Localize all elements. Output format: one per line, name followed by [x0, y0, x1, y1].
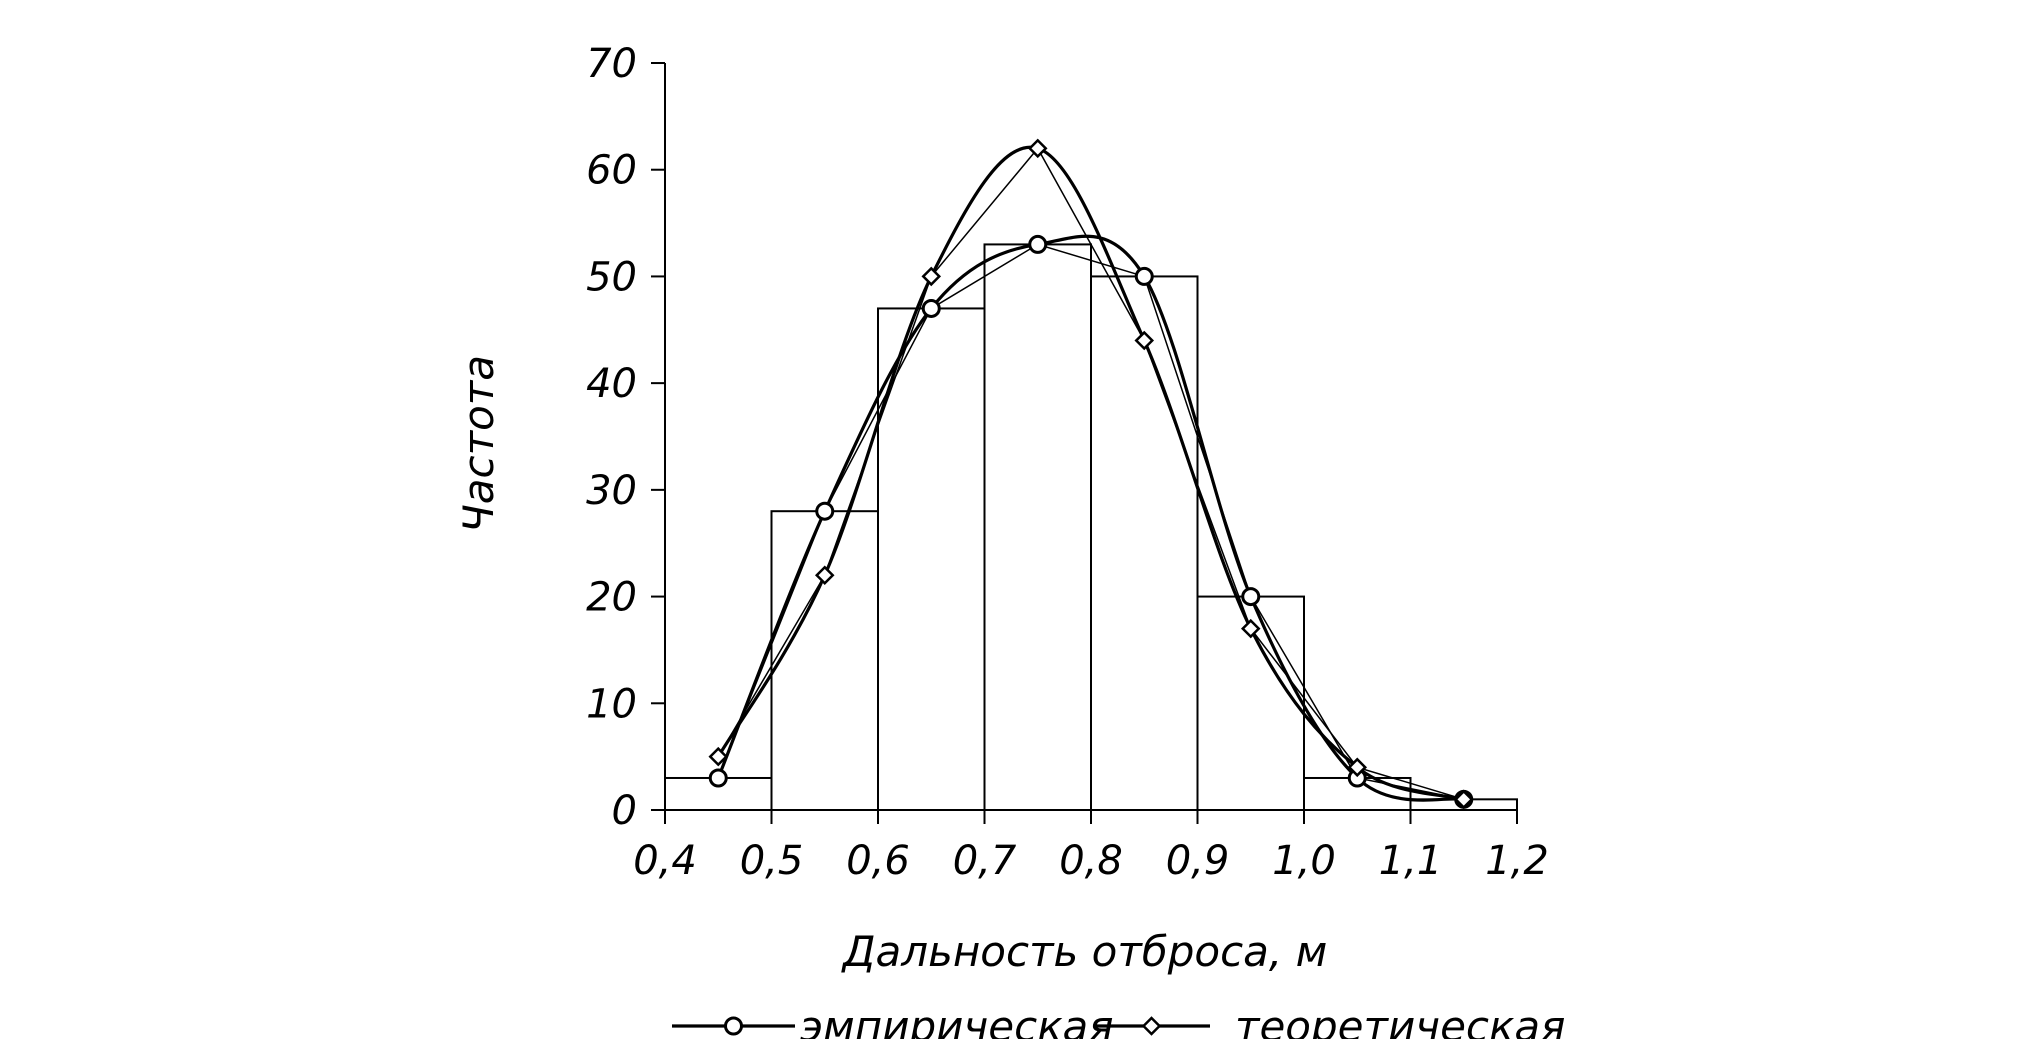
x-tick-label: 0,6 [846, 838, 910, 884]
data-point [814, 565, 835, 585]
data-point [1347, 757, 1368, 778]
x-axis-title: Дальность отброса, м [841, 927, 1328, 976]
series-2 [708, 138, 1474, 810]
legend: эмпирическая теоретическая [672, 1002, 1565, 1039]
data-point [1241, 587, 1261, 607]
data-point [921, 298, 941, 318]
axes [651, 62, 1518, 824]
x-tick-label: 1,0 [1272, 838, 1336, 884]
histogram-bars [664, 243, 1518, 812]
y-tick-label: 10 [586, 681, 637, 727]
histogram-bar [877, 307, 986, 811]
data-point [1453, 789, 1474, 810]
data-point [1134, 330, 1155, 351]
legend-label: эмпирическая [800, 1002, 1114, 1039]
x-tick-label: 1,2 [1485, 838, 1549, 884]
legend-label: теоретическая [1235, 1002, 1565, 1039]
x-tick-label: 1,1 [1379, 838, 1443, 884]
x-tick-label: 0,9 [1166, 838, 1230, 884]
histogram-bar [770, 510, 879, 811]
legend-marker [1141, 1016, 1162, 1036]
legend-item-1: эмпирическая [672, 1002, 1114, 1039]
series-lines [708, 138, 1474, 810]
y-axis-title: Частота [454, 355, 503, 533]
tick-labels: 0,4 0,5 0,6 0,7 0,8 0,9 1,0 1,1 1,2 0 10 20 30 40 50 60… [586, 41, 1549, 884]
data-point [815, 501, 835, 521]
data-point [921, 266, 942, 287]
data-point [708, 768, 728, 788]
y-tick-label: 0 [612, 788, 637, 834]
x-tick-label: 0,7 [953, 838, 1017, 884]
x-tick-label: 0,8 [1059, 838, 1123, 884]
x-tick-label: 0,4 [633, 838, 697, 884]
histogram-bar [1090, 275, 1199, 811]
data-point [1134, 266, 1154, 286]
series-polyline [717, 243, 1464, 801]
data-point [708, 746, 729, 767]
x-tick-label: 0,5 [740, 838, 804, 884]
y-tick-label: 30 [586, 468, 637, 514]
legend-item-2: теоретическая [1093, 1002, 1565, 1039]
y-tick-label: 60 [586, 148, 637, 194]
y-tick-label: 20 [586, 575, 637, 621]
y-tick-label: 40 [586, 361, 637, 407]
series-polyline [717, 147, 1464, 801]
y-tick-label: 70 [586, 41, 637, 87]
series-curve [716, 145, 1465, 801]
data-point [1028, 234, 1048, 254]
histogram-bar [983, 243, 1092, 811]
legend-marker [724, 1016, 743, 1036]
data-point [1027, 138, 1048, 159]
y-tick-label: 50 [586, 254, 637, 300]
data-point [1240, 618, 1261, 639]
